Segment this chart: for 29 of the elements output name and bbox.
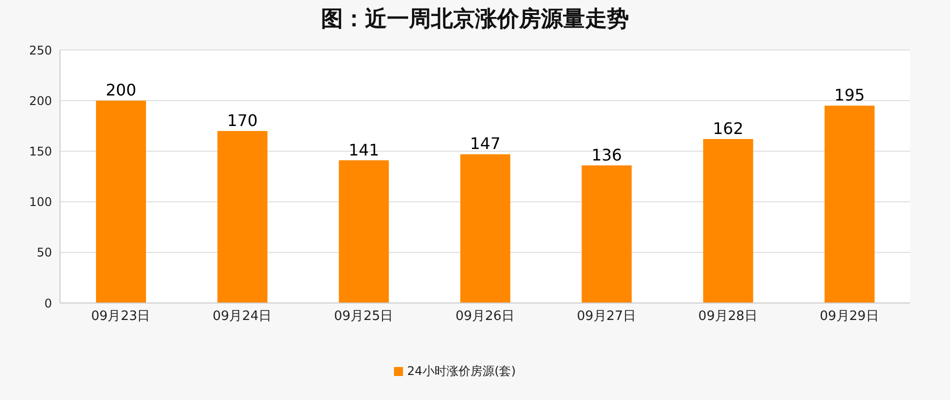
data-label: 195 [834, 86, 865, 105]
bar [460, 154, 510, 303]
legend-label: 24小时涨价房源(套) [407, 364, 516, 378]
data-label: 147 [470, 134, 501, 154]
bar [217, 130, 268, 303]
y-tick-label: 200 [29, 94, 52, 108]
x-tick-label: 09月23日 [91, 309, 150, 324]
x-tick-label: 09月26日 [455, 309, 515, 324]
y-tick-label: 250 [29, 43, 52, 58]
data-label: 170 [227, 110, 258, 130]
x-tick-label: 09月29日 [820, 309, 879, 324]
bar [582, 165, 632, 303]
bar [96, 100, 146, 303]
x-tick-label: 09月27日 [576, 309, 636, 324]
x-tick-label: 09月25日 [334, 309, 394, 324]
y-tick-label: 50 [36, 246, 52, 260]
data-label: 141 [348, 140, 380, 160]
y-tick-label: 100 [29, 195, 52, 210]
data-label: 136 [591, 145, 622, 164]
x-tick-label: 09月24日 [212, 309, 272, 324]
data-label: 162 [712, 119, 744, 138]
bar [824, 106, 875, 303]
y-tick-label: 0 [44, 296, 52, 310]
data-label: 200 [106, 80, 136, 100]
y-tick-label: 150 [29, 144, 52, 158]
chart-title: 图：近一周北京涨价房源量走势 [320, 6, 630, 34]
bar [338, 160, 389, 303]
bar [703, 139, 754, 303]
x-tick-label: 09月28日 [698, 309, 758, 324]
